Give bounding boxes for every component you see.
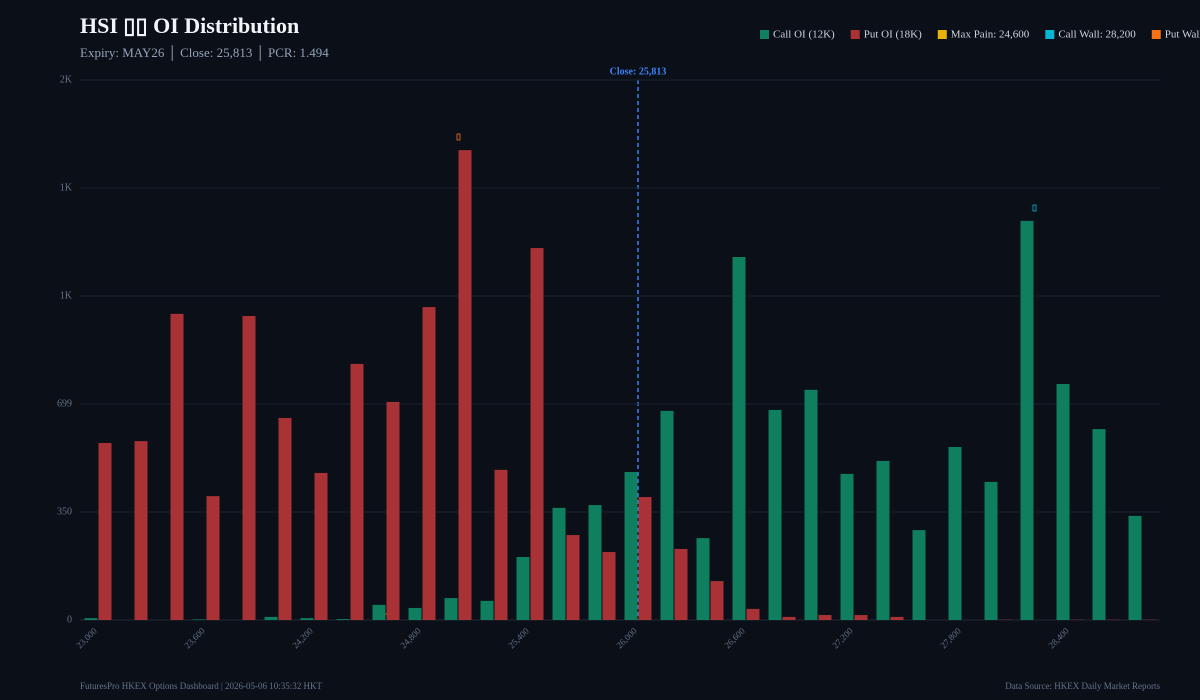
y-tick-label: 350	[57, 506, 72, 517]
legend-swatch	[1045, 30, 1055, 39]
footer-left: FuturesPro HKEX Options Dashboard | 2026…	[80, 681, 323, 691]
bar	[192, 619, 206, 620]
legend-swatch	[760, 30, 769, 39]
bar	[1020, 220, 1034, 620]
legend-label: Call Wall: 28,200	[1058, 29, 1136, 41]
bar	[854, 615, 868, 620]
bar	[660, 410, 674, 620]
bar	[552, 507, 566, 620]
y-tick-label: 1K	[60, 182, 73, 193]
bar	[278, 417, 292, 620]
bar	[242, 316, 256, 620]
y-tick-label: 699	[57, 398, 72, 409]
x-tick-label: 25,400	[506, 625, 531, 650]
x-tick-label: 26,000	[614, 625, 639, 650]
bar	[494, 469, 508, 620]
put-wall-marker	[456, 133, 461, 141]
bar	[984, 481, 998, 620]
y-tick-label: 0	[67, 614, 72, 625]
bar	[746, 608, 760, 620]
bar	[588, 505, 602, 620]
bar	[768, 409, 782, 620]
bar	[890, 616, 904, 620]
y-tick-label: 2K	[60, 74, 73, 85]
bar	[710, 581, 724, 620]
bar	[1092, 429, 1106, 620]
bar	[336, 619, 350, 620]
legend-swatch	[937, 30, 947, 39]
bar	[624, 472, 638, 620]
bar	[912, 530, 926, 620]
call-wall-marker	[1032, 204, 1037, 212]
x-tick-label: 23,000	[74, 625, 99, 650]
bar	[566, 535, 580, 620]
bar	[170, 313, 184, 620]
bar	[98, 442, 112, 620]
bar	[696, 538, 710, 620]
bar	[444, 598, 458, 620]
bar	[804, 389, 818, 620]
bar	[458, 150, 472, 620]
bar	[372, 604, 386, 620]
bar	[84, 618, 98, 620]
bar	[134, 441, 148, 620]
bar	[782, 616, 796, 620]
bar	[314, 472, 328, 620]
bar	[876, 460, 890, 620]
bar	[480, 600, 494, 620]
bar	[732, 257, 746, 620]
footer-right: Data Source: HKEX Daily Market Reports	[1005, 681, 1160, 691]
bar	[516, 556, 530, 620]
bar	[530, 248, 544, 620]
bar	[818, 615, 832, 620]
x-tick-label: 27,200	[830, 625, 855, 650]
bar	[264, 616, 278, 620]
chart-subtitle: Expiry: MAY26 │ Close: 25,813 │ PCR: 1.4…	[80, 45, 329, 61]
bar	[602, 552, 616, 620]
x-tick-label: 27,800	[938, 625, 963, 650]
bar	[948, 447, 962, 620]
bar	[638, 497, 652, 620]
bar	[674, 548, 688, 620]
bar	[386, 401, 400, 620]
x-tick-label: 28,400	[1046, 625, 1071, 650]
bar	[1056, 383, 1070, 620]
bar	[206, 496, 220, 620]
legend-label: Put OI (18K)	[864, 29, 922, 41]
legend-label: Max Pain: 24,600	[951, 29, 1030, 41]
bar	[1128, 515, 1142, 620]
legend-label: Put Wall: 25,000	[1165, 29, 1200, 41]
bar	[408, 607, 422, 620]
legend-swatch	[1151, 30, 1161, 39]
bar	[350, 363, 364, 620]
bar	[422, 307, 436, 620]
x-tick-label: 26,600	[722, 625, 747, 650]
chart-title: HSI ▯▯ OI Distribution	[80, 13, 299, 38]
bar	[840, 473, 854, 620]
legend-label: Call OI (12K)	[773, 29, 835, 41]
close-label: Close: 25,813	[610, 66, 667, 77]
x-tick-label: 24,800	[398, 625, 423, 650]
bar	[300, 618, 314, 620]
legend-swatch	[850, 30, 860, 39]
y-tick-label: 1K	[60, 290, 73, 301]
x-tick-label: 24,200	[290, 625, 315, 650]
x-tick-label: 23,600	[182, 625, 207, 650]
